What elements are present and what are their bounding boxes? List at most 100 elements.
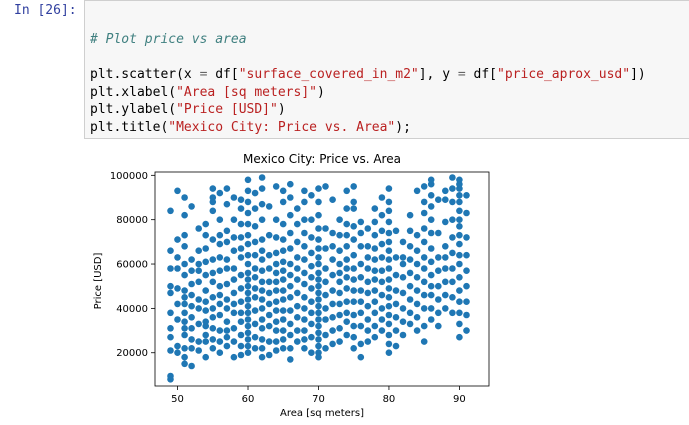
scatter-point: [420, 254, 428, 261]
scatter-point: [315, 236, 322, 243]
cell-prompt: In [26]:: [14, 3, 77, 18]
scatter-point: [294, 238, 301, 246]
scatter-point: [174, 265, 181, 272]
scatter-point: [442, 278, 449, 286]
scatter-point: [350, 287, 358, 294]
scatter-point: [287, 211, 294, 219]
scatter-point: [272, 338, 280, 345]
scatter-point: [181, 360, 188, 368]
scatter-point: [371, 276, 379, 283]
scatter-point: [251, 285, 259, 292]
scatter-point: [350, 236, 358, 243]
scatter-point: [315, 260, 322, 268]
scatter-point: [237, 331, 245, 339]
scatter-point: [258, 256, 266, 263]
scatter-point: [442, 196, 449, 203]
scatter-point: [385, 276, 393, 283]
scatter-point: [406, 320, 414, 328]
scatter-point: [322, 345, 329, 352]
scatter-point: [244, 329, 252, 337]
scatter-point: [406, 211, 414, 219]
scatter-point: [315, 289, 322, 297]
scatter-point: [230, 300, 238, 308]
scatter-point: [287, 194, 294, 201]
scatter-point: [237, 318, 245, 325]
scatter-point: [392, 300, 400, 308]
scatter-point: [385, 185, 393, 192]
scatter-point: [322, 183, 329, 190]
scatter-point: [357, 229, 365, 237]
scatter-point: [181, 243, 188, 250]
scatter-point: [287, 294, 294, 301]
scatter-point: [188, 267, 195, 274]
scatter-point: [237, 254, 245, 261]
scatter-point: [216, 311, 224, 319]
scatter-point: [435, 322, 442, 330]
scatter-point: [350, 198, 358, 206]
scatter-point: [456, 240, 463, 248]
scatter-point: [449, 309, 456, 317]
scatter-point: [265, 278, 273, 286]
scatter-point: [181, 271, 188, 279]
scatter-point: [315, 296, 322, 303]
scatter-point: [244, 296, 252, 303]
code-editor[interactable]: # Plot price vs area plt.scatter(x = df[…: [90, 31, 646, 136]
scatter-point: [343, 331, 351, 339]
scatter-point: [209, 294, 217, 301]
scatter-point: [435, 282, 442, 290]
scatter-point: [357, 298, 365, 305]
scatter-point: [350, 251, 358, 259]
scatter-point: [378, 291, 386, 299]
scatter-point: [463, 192, 470, 199]
scatter-point: [167, 372, 174, 380]
code-line-title: plt.title("Mexico City: Price vs. Area")…: [90, 119, 411, 135]
scatter-point: [378, 240, 386, 248]
scatter-point: [216, 254, 224, 261]
scatter-point: [336, 311, 343, 319]
scatter-point: [315, 198, 322, 206]
scatter-point: [230, 338, 238, 345]
scatter-point: [251, 251, 259, 259]
scatter-point: [301, 280, 308, 288]
scatter-point: [463, 234, 470, 241]
scatter-point: [392, 271, 400, 279]
scatter-point: [209, 256, 217, 263]
scatter-point: [279, 258, 287, 266]
scatter-point: [420, 322, 428, 330]
scatter-point: [357, 218, 365, 226]
scatter-point: [244, 187, 252, 195]
scatter-point: [223, 238, 231, 246]
y-tick-label: 60000: [116, 260, 148, 271]
scatter-point: [223, 327, 231, 334]
scatter-point: [272, 249, 280, 257]
scatter-point: [308, 249, 315, 257]
scatter-point: [209, 325, 217, 332]
scatter-point: [301, 229, 308, 237]
scatter-point: [230, 265, 238, 272]
scatter-point: [258, 278, 266, 286]
scatter-point: [251, 205, 259, 212]
scatter-chart: Mexico City: Price vs. Area 50 60 70 80 90 20…: [84, 142, 689, 425]
scatter-point: [223, 318, 231, 325]
scatter-point: [350, 265, 358, 272]
scatter-point: [237, 234, 245, 241]
scatter-point: [322, 316, 329, 323]
scatter-point: [442, 243, 449, 250]
scatter-point: [167, 207, 174, 215]
scatter-point: [287, 260, 294, 268]
scatter-point: [343, 318, 351, 325]
scatter-point: [301, 198, 308, 206]
scatter-point: [202, 271, 209, 279]
scatter-point: [174, 236, 181, 243]
scatter-point: [230, 309, 238, 317]
scatter-point: [223, 280, 231, 288]
code-line-xlabel: plt.xlabel("Area [sq meters]"): [90, 84, 325, 100]
scatter-point: [216, 338, 224, 345]
code-cell-input[interactable]: # Plot price vs area plt.scatter(x = df[…: [84, 0, 689, 139]
scatter-point: [449, 294, 456, 301]
scatter-point: [385, 265, 393, 272]
scatter-point: [188, 203, 195, 210]
scatter-point: [258, 267, 266, 274]
scatter-point: [336, 278, 343, 286]
scatter-point: [371, 245, 379, 252]
